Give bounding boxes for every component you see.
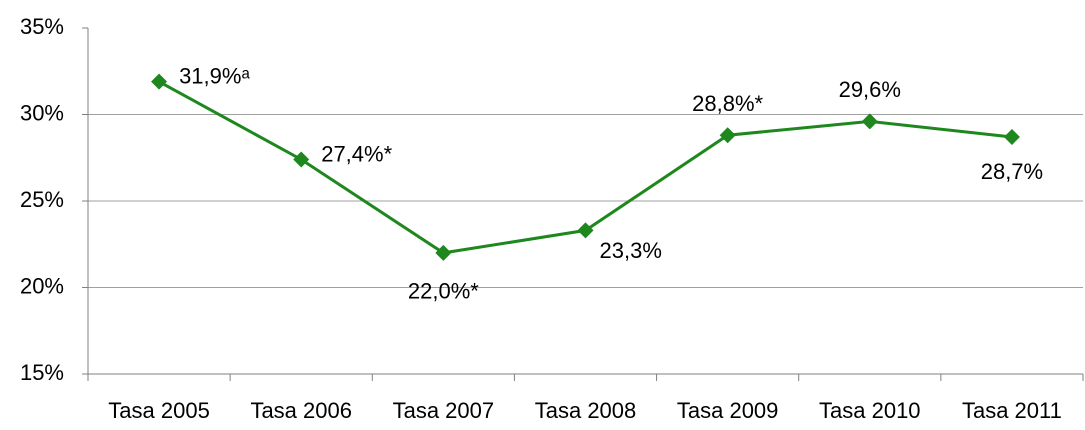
y-tick-label: 15% — [20, 360, 64, 385]
marker — [293, 151, 310, 168]
data-label: 22,0%* — [408, 279, 479, 304]
data-label: 28,8%* — [692, 91, 763, 116]
x-tick-label: Tasa 2009 — [677, 398, 779, 423]
marker — [861, 113, 878, 130]
marker — [151, 73, 168, 90]
y-tick-label: 20% — [20, 273, 64, 298]
data-label: 28,7% — [981, 159, 1043, 184]
x-tick-label: Tasa 2006 — [250, 398, 352, 423]
data-label: 29,6% — [839, 77, 901, 102]
x-tick-label: Tasa 2008 — [535, 398, 637, 423]
data-label: 23,3% — [600, 238, 662, 263]
data-label: 31,9%ᵃ — [179, 63, 250, 88]
y-tick-label: 35% — [20, 14, 64, 39]
marker — [719, 127, 736, 144]
marker — [1003, 128, 1020, 145]
marker — [435, 244, 452, 261]
y-tick-label: 25% — [20, 187, 64, 212]
x-tick-label: Tasa 2005 — [108, 398, 210, 423]
y-tick-label: 30% — [20, 100, 64, 125]
x-tick-label: Tasa 2011 — [962, 398, 1062, 423]
data-label: 27,4%* — [321, 141, 392, 166]
marker — [577, 222, 594, 239]
x-tick-label: Tasa 2007 — [393, 398, 495, 423]
x-tick-label: Tasa 2010 — [819, 398, 921, 423]
